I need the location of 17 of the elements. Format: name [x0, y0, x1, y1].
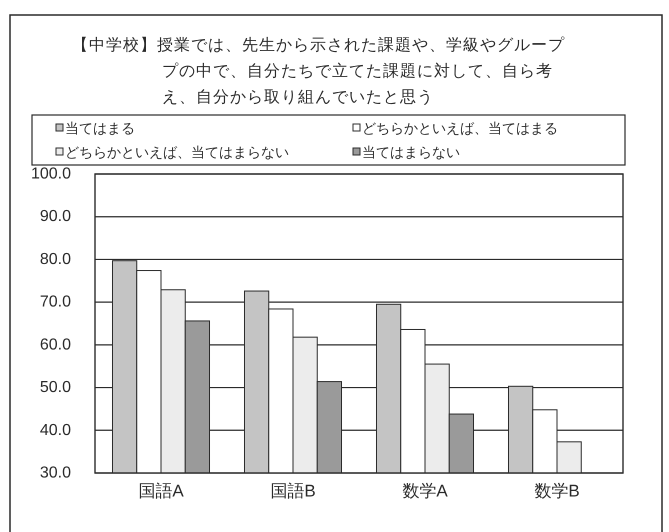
x-tick-label: 数学A: [402, 482, 448, 500]
x-tick-label: 国語A: [138, 482, 184, 500]
y-tick-label: 100.0: [30, 166, 72, 182]
chart-title: 【中学校】授業では、先生から示された課題や、学級やグループプの中で、自分たちで立てた課題に対して、自ら考え、自分から取り組んでいたと思う: [72, 36, 565, 106]
y-tick-label: 90.0: [40, 208, 72, 226]
legend-label: 当てはまる: [65, 120, 135, 136]
y-tick-label: 40.0: [40, 422, 72, 439]
y-tick-label: 80.0: [40, 250, 72, 268]
legend-label: どちらかといえば、当てはまらない: [65, 144, 289, 160]
legend-label: どちらかといえば、当てはまる: [362, 120, 558, 136]
y-tick-label: 50.0: [40, 379, 72, 396]
y-tick-label: 60.0: [40, 336, 72, 354]
x-tick-label: 国語B: [270, 482, 316, 500]
y-tick-label: 70.0: [40, 294, 72, 311]
y-tick-label: 30.0: [40, 464, 72, 482]
x-tick-label: 数学B: [534, 482, 580, 500]
legend-label: 当てはまらない: [362, 144, 460, 160]
